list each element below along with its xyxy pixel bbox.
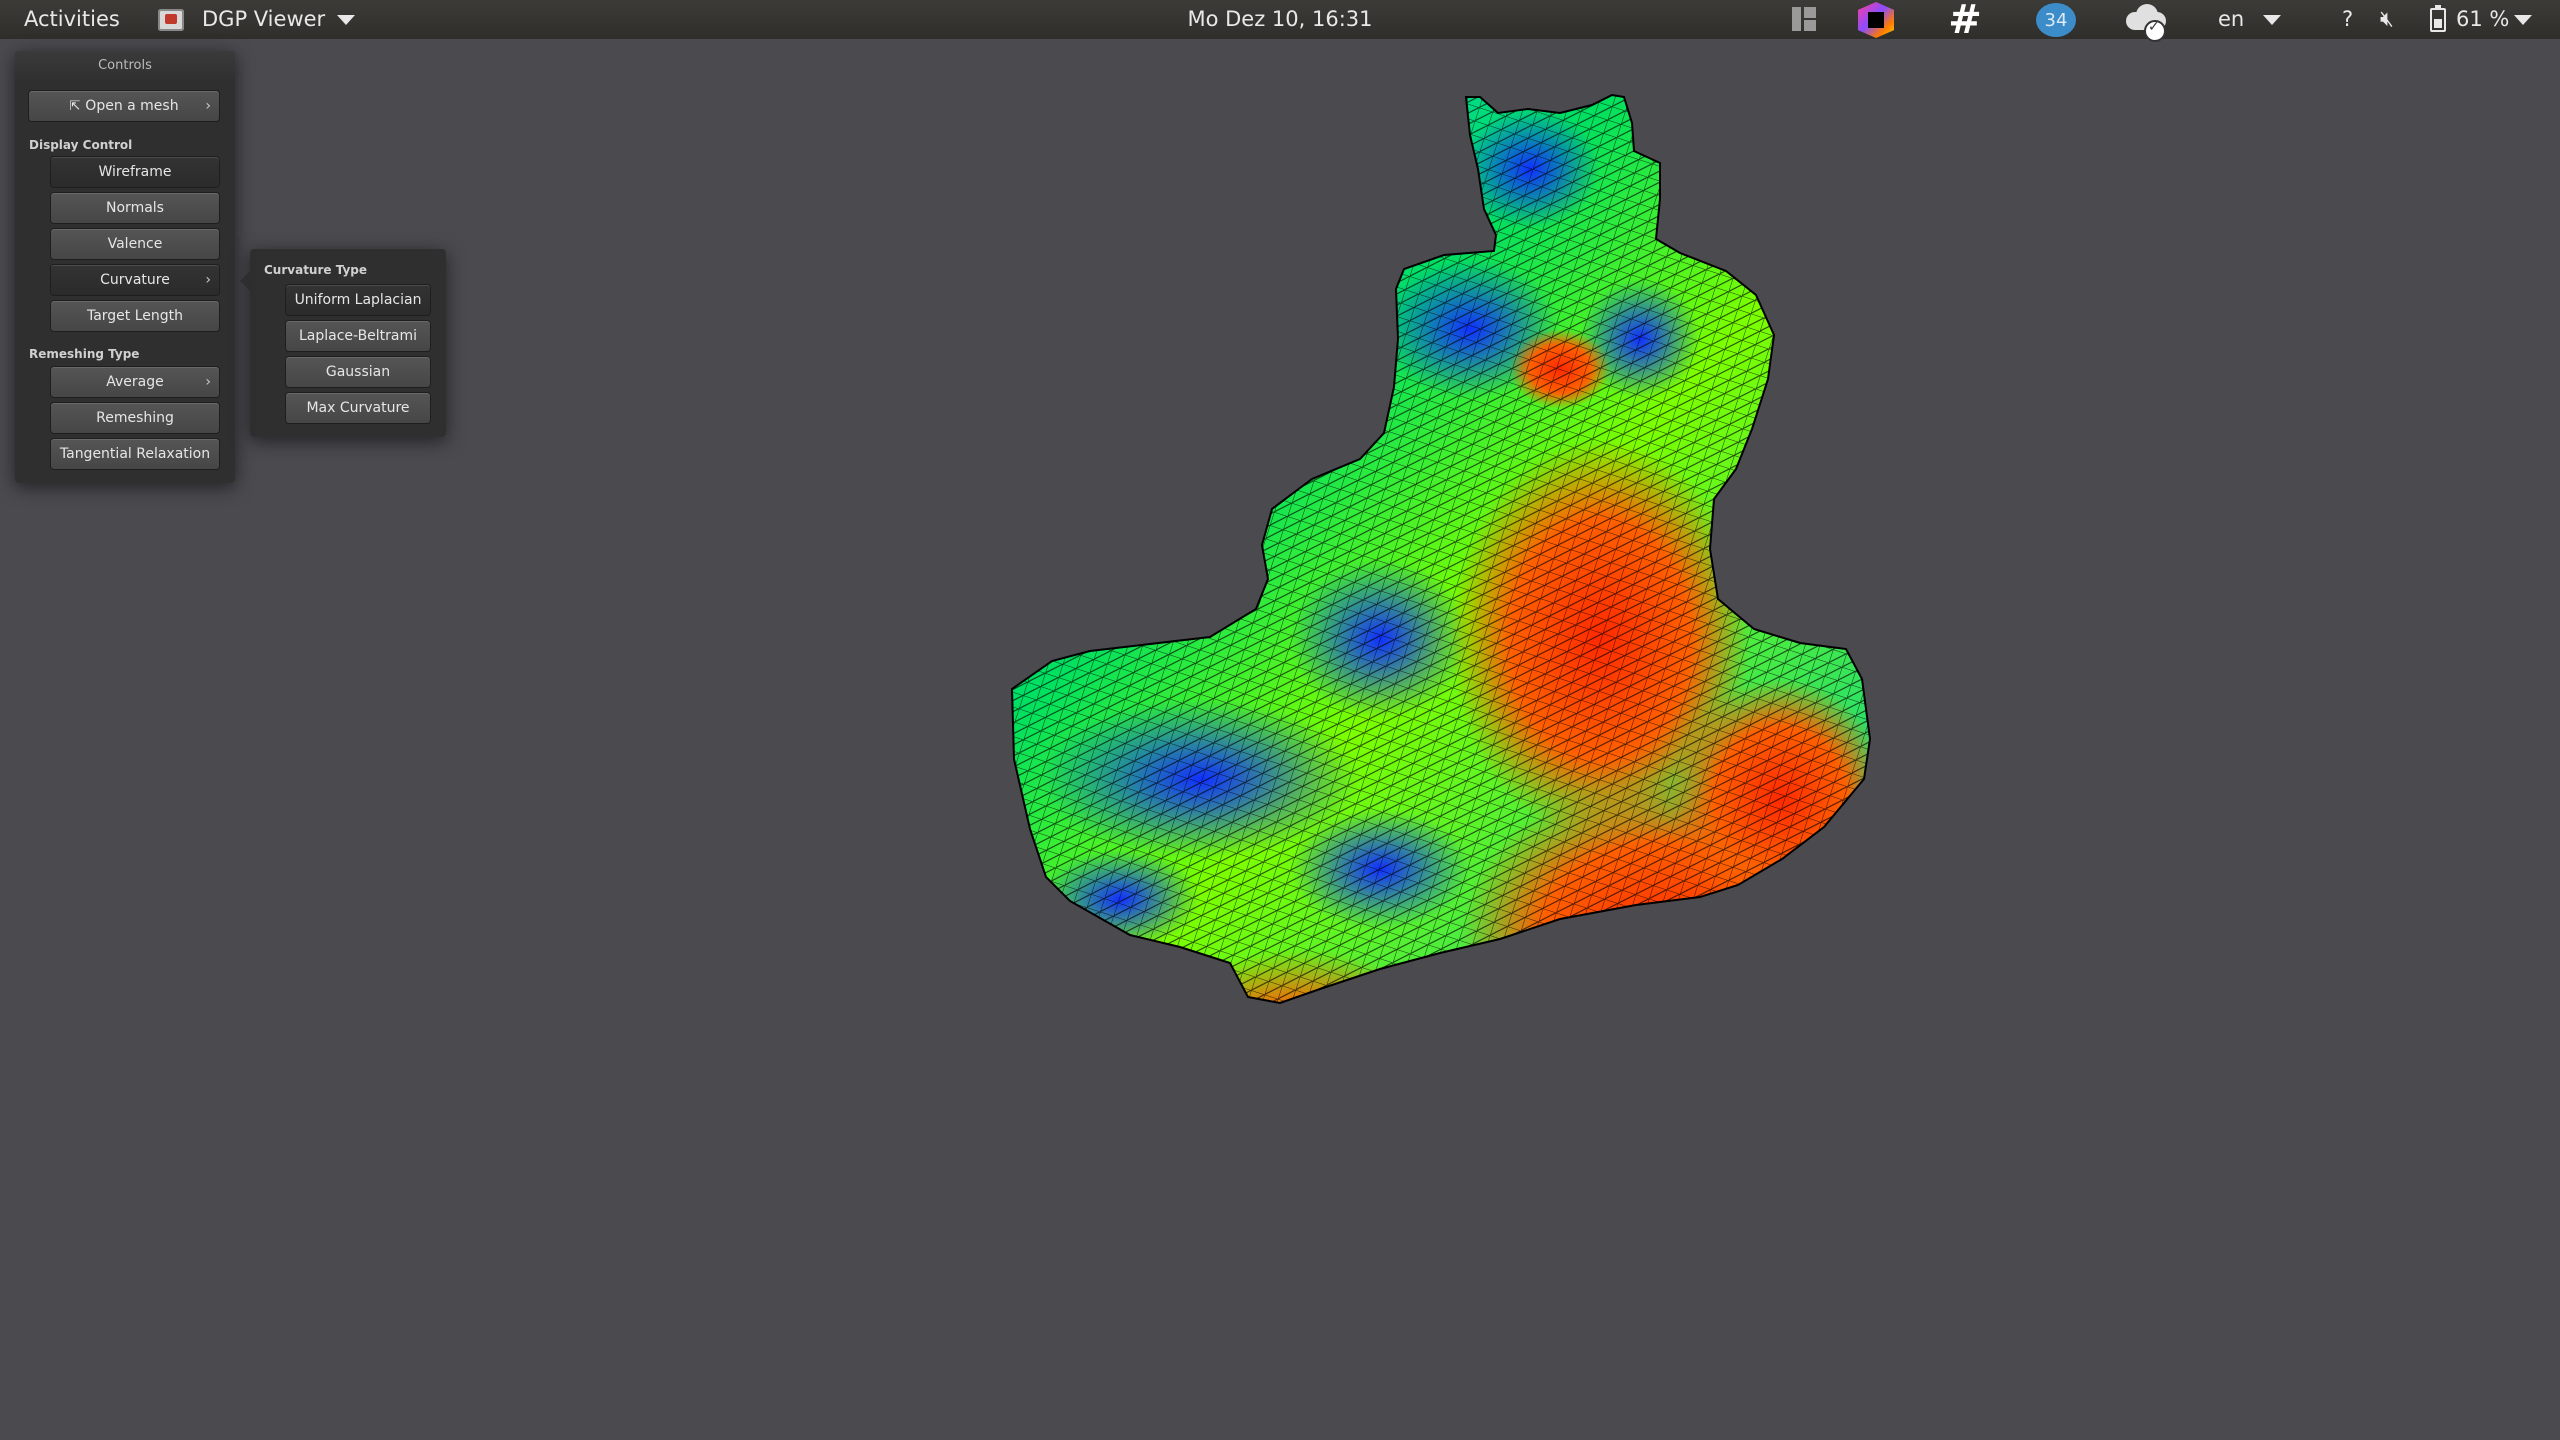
chevron-right-icon: › bbox=[205, 374, 211, 390]
gaussian-button[interactable]: Gaussian bbox=[286, 357, 430, 387]
app-menu-label: DGP Viewer bbox=[202, 7, 326, 31]
language-label: en bbox=[2218, 7, 2245, 31]
top-bar: Activities DGP Viewer Mo Dez 10, 16:31 #… bbox=[0, 0, 2560, 43]
laplace-beltrami-button[interactable]: Laplace-Beltrami bbox=[286, 321, 430, 351]
open-mesh-label: Open a mesh bbox=[85, 98, 179, 114]
curvature-type-popup[interactable]: Curvature Type Uniform Laplacian Laplace… bbox=[240, 249, 446, 437]
chevron-down-icon bbox=[2262, 15, 2281, 25]
open-mesh-button[interactable]: ⇱ Open a mesh › bbox=[29, 91, 219, 121]
jetbrains-toolbox-icon[interactable] bbox=[1858, 2, 1894, 38]
normals-button[interactable]: Normals bbox=[51, 193, 219, 223]
volume-muted-icon[interactable]: 🔇︎ bbox=[2380, 7, 2394, 32]
uniform-laplacian-button[interactable]: Uniform Laplacian bbox=[286, 285, 430, 315]
help-icon[interactable]: ? bbox=[2342, 7, 2354, 31]
controls-panel[interactable]: Controls ⇱ Open a mesh › Display Control … bbox=[15, 51, 235, 483]
controls-title[interactable]: Controls bbox=[15, 51, 235, 81]
max-curvature-button[interactable]: Max Curvature bbox=[286, 393, 430, 423]
curvature-colored-mesh bbox=[1012, 95, 1870, 1003]
activities-button[interactable]: Activities bbox=[24, 7, 120, 31]
battery-icon bbox=[2430, 4, 2446, 32]
battery-percentage: 61 % bbox=[2456, 7, 2510, 31]
popup-arrow bbox=[240, 271, 250, 291]
clock[interactable]: Mo Dez 10, 16:31 bbox=[1187, 7, 1373, 31]
remeshing-type-label: Remeshing Type bbox=[29, 347, 140, 361]
mesh-render[interactable] bbox=[0, 39, 2560, 1440]
dgp-viewer-icon bbox=[158, 8, 184, 31]
3d-viewport[interactable] bbox=[0, 39, 2560, 1440]
display-control-label: Display Control bbox=[29, 138, 133, 152]
app-menu[interactable]: DGP Viewer bbox=[158, 0, 356, 39]
notification-count: 34 bbox=[2044, 10, 2068, 31]
chevron-right-icon: › bbox=[205, 98, 211, 114]
curvature-label: Curvature bbox=[100, 272, 170, 288]
average-label: Average bbox=[106, 374, 164, 390]
tangential-relaxation-button[interactable]: Tangential Relaxation bbox=[51, 439, 219, 469]
wireframe-button[interactable]: Wireframe bbox=[51, 157, 219, 187]
chevron-right-icon: › bbox=[205, 272, 211, 288]
curvature-button[interactable]: Curvature › bbox=[51, 265, 219, 295]
language-selector[interactable]: en bbox=[2218, 0, 2281, 39]
notification-badge-icon[interactable]: 34 bbox=[2036, 3, 2076, 37]
workspace-layout-icon[interactable] bbox=[1792, 7, 1816, 31]
slack-icon[interactable]: # bbox=[1948, 0, 1982, 43]
export-icon: ⇱ bbox=[69, 99, 81, 114]
system-menu-chevron-icon[interactable] bbox=[2502, 0, 2532, 39]
remeshing-button[interactable]: Remeshing bbox=[51, 403, 219, 433]
curvature-type-label: Curvature Type bbox=[264, 263, 368, 277]
chevron-down-icon bbox=[337, 14, 356, 25]
valence-button[interactable]: Valence bbox=[51, 229, 219, 259]
average-button[interactable]: Average › bbox=[51, 367, 219, 397]
cloud-sync-icon[interactable] bbox=[2122, 2, 2172, 42]
target-length-button[interactable]: Target Length bbox=[51, 301, 219, 331]
battery-indicator[interactable]: 61 % bbox=[2430, 0, 2509, 39]
